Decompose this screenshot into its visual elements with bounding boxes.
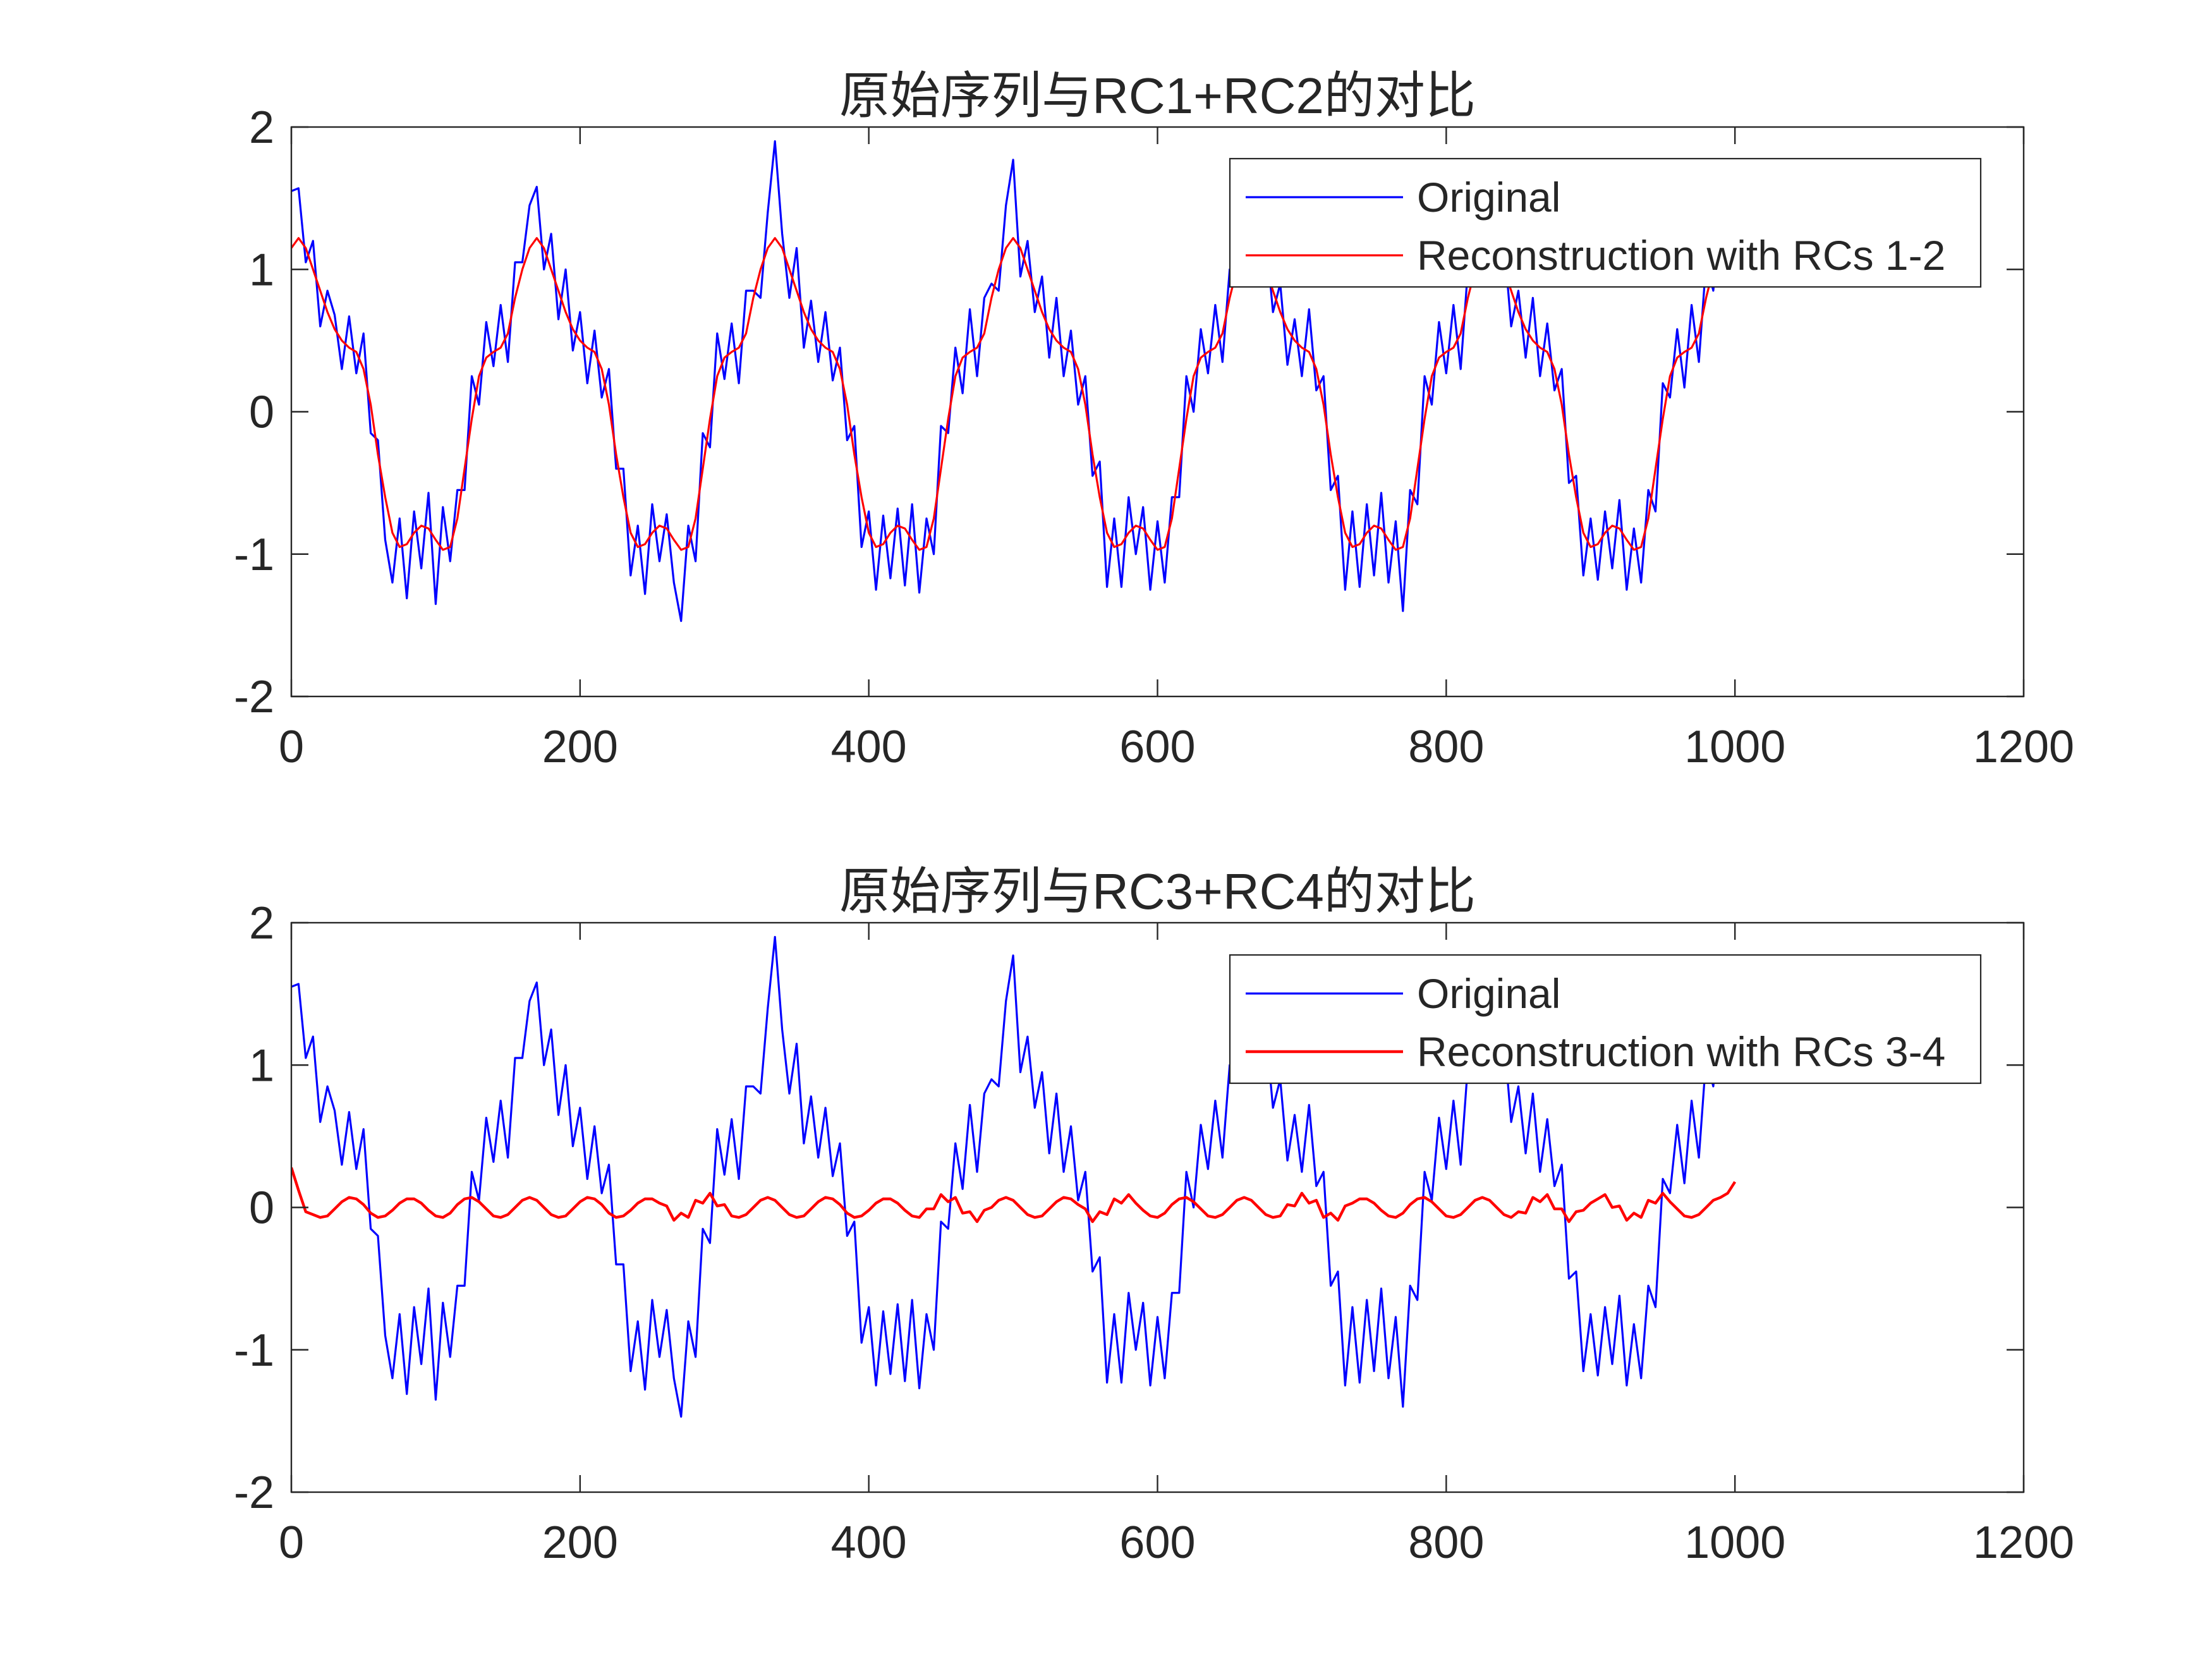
y-tick-label: 1 — [249, 1040, 274, 1091]
x-tick-label: 600 — [1119, 1517, 1195, 1568]
x-tick-label: 1200 — [1973, 1517, 2074, 1568]
x-tick-label: 600 — [1119, 722, 1195, 772]
y-tick-label: -2 — [234, 1468, 274, 1518]
legend-label-reconstruction-with-rcs-3-4: Reconstruction with RCs 3-4 — [1417, 1028, 1945, 1075]
x-tick-label: 400 — [831, 1517, 907, 1568]
x-tick-label: 800 — [1408, 1517, 1484, 1568]
y-tick-label: 0 — [249, 1183, 274, 1234]
x-tick-label: 1200 — [1973, 722, 2074, 772]
legend-box — [1229, 157, 1982, 288]
subplot-2: 0 200 400 600 800 1000 1200 -2 -1 0 1 2 原始序列与RC3+RC4… — [234, 863, 2074, 1568]
x-tick-label: 800 — [1408, 722, 1484, 772]
y-tick-label: 1 — [249, 245, 274, 295]
x-tick-label: 400 — [831, 722, 907, 772]
legend-label-original: Original — [1417, 970, 1560, 1017]
legend-box — [1229, 954, 1982, 1085]
chart-title: 原始序列与RC1+RC2的对比 — [839, 68, 1476, 124]
x-tick-label: 200 — [542, 722, 618, 772]
legend: Original Reconstruction with RCs 1-2 — [1229, 157, 1982, 288]
y-tick-label: 2 — [249, 898, 274, 949]
x-tick-label: 0 — [279, 1517, 304, 1568]
legend-label-reconstruction-with-rcs-1-2: Reconstruction with RCs 1-2 — [1417, 232, 1945, 279]
series-line-reconstruction-with-rcs-3-4 — [291, 1167, 1737, 1224]
x-tick-label: 0 — [279, 722, 304, 772]
y-tick-label: 2 — [249, 102, 274, 153]
x-tick-label: 200 — [542, 1517, 618, 1568]
legend-label-original: Original — [1417, 174, 1560, 221]
x-tick-label: 1000 — [1684, 1517, 1785, 1568]
y-tick-label: 0 — [249, 387, 274, 438]
chart-title: 原始序列与RC3+RC4的对比 — [839, 863, 1476, 920]
y-tick-label: -2 — [234, 672, 274, 722]
legend: Original Reconstruction with RCs 3-4 — [1229, 954, 1982, 1085]
x-tick-label: 1000 — [1684, 722, 1785, 772]
y-tick-label: -1 — [234, 530, 274, 580]
subplot-1: 0 200 400 600 800 1000 1200 -2 -1 0 1 2 原始序列与RC1+RC2… — [234, 68, 2074, 772]
y-tick-label: -1 — [234, 1325, 274, 1376]
